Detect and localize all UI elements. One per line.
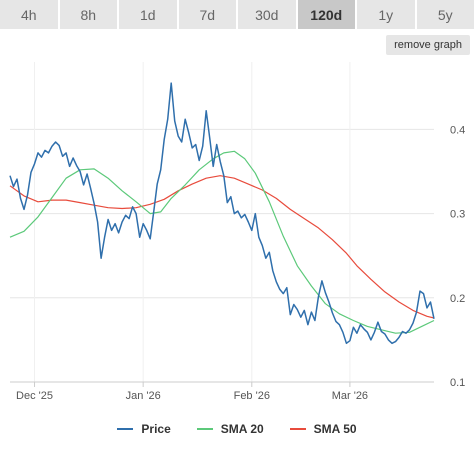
series-line-price: [9, 82, 435, 345]
legend-label-sma-50: SMA 50: [313, 422, 357, 436]
y-tick-label: 0.2: [450, 293, 465, 305]
tab-7d[interactable]: 7d: [178, 0, 238, 29]
chart-legend: Price SMA 20 SMA 50: [0, 420, 474, 438]
tab-1y[interactable]: 1y: [357, 0, 417, 29]
x-tick-label: Dec '25: [16, 390, 53, 400]
legend-label-sma-20: SMA 20: [220, 422, 264, 436]
timeframe-tabs: 4h 8h 1d 7d 30d 120d 1y 5y: [0, 0, 474, 29]
series-line-sma-50: [9, 175, 435, 319]
chart-grid: [10, 62, 434, 383]
legend-swatch-price: [117, 428, 134, 430]
tab-5y[interactable]: 5y: [416, 0, 474, 29]
y-tick-label: 0.4: [450, 124, 465, 136]
price-chart: 0.1 0.2 0.3 0.4 Dec '25 Jan '26 Feb '26 Mar '26: [9, 62, 465, 400]
y-tick-label: 0.1: [450, 377, 465, 389]
chart-series: [9, 82, 435, 345]
tab-30d[interactable]: 30d: [238, 0, 298, 29]
remove-graph-button[interactable]: remove graph: [386, 35, 470, 55]
series-line-sma-20: [9, 150, 435, 334]
tab-4h[interactable]: 4h: [0, 0, 60, 29]
x-tick-label: Jan '26: [126, 390, 161, 400]
legend-swatch-sma-20: [196, 428, 213, 430]
tab-1d[interactable]: 1d: [119, 0, 179, 29]
legend-item-sma-20[interactable]: SMA 20: [196, 422, 264, 436]
y-tick-label: 0.3: [450, 209, 465, 221]
x-tick-label: Mar '26: [332, 390, 368, 400]
legend-item-price[interactable]: Price: [117, 422, 171, 436]
legend-label-price: Price: [141, 422, 171, 436]
tab-8h[interactable]: 8h: [59, 0, 119, 29]
x-tick-label: Feb '26: [234, 390, 270, 400]
chart-axes: 0.1 0.2 0.3 0.4 Dec '25 Jan '26 Feb '26 Mar '26: [10, 124, 465, 400]
tab-120d[interactable]: 120d: [297, 0, 357, 29]
legend-swatch-sma-50: [289, 428, 306, 430]
legend-item-sma-50[interactable]: SMA 50: [289, 422, 357, 436]
